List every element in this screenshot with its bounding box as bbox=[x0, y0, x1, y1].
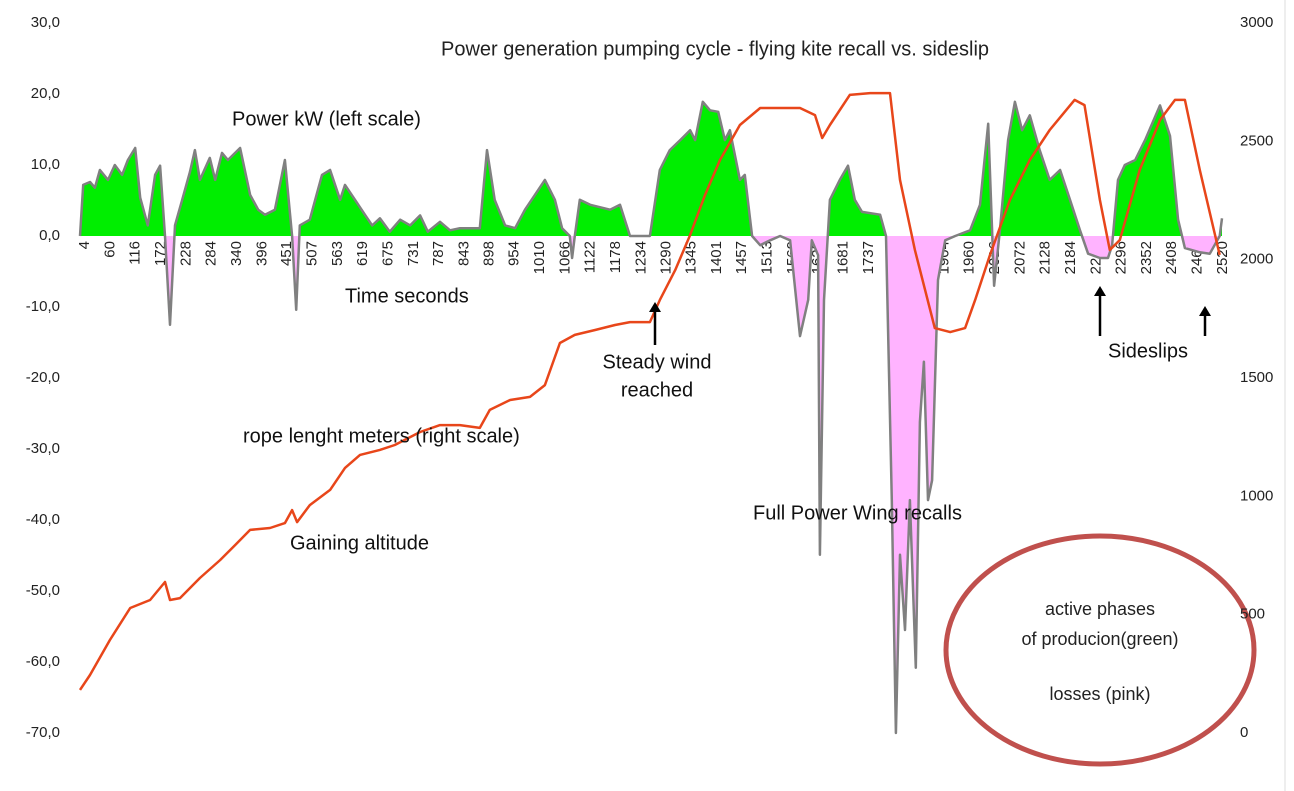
x-tick-label: 2296 bbox=[1113, 241, 1130, 274]
x-tick-label: 2072 bbox=[1011, 241, 1028, 274]
x-tick-label: 60 bbox=[101, 241, 118, 258]
x-tick-label: 2352 bbox=[1138, 241, 1155, 274]
x-tick-label: 1234 bbox=[632, 241, 649, 274]
x-tick-label: 1457 bbox=[733, 241, 750, 274]
arrow-head bbox=[649, 302, 661, 312]
y2-tick-label: 2500 bbox=[1240, 132, 1273, 149]
x-tick-label: 619 bbox=[354, 241, 371, 266]
x-tick-label: 1122 bbox=[582, 241, 599, 273]
y2-tick-label: 2000 bbox=[1240, 251, 1273, 268]
annotation: rope lenght meters (right scale) bbox=[243, 425, 520, 447]
x-tick-label: 1401 bbox=[708, 241, 725, 274]
series-line bbox=[78, 100, 1224, 735]
x-tick-label: 954 bbox=[506, 241, 523, 266]
x-tick-label: 1066 bbox=[556, 241, 573, 274]
y-tick-label: -50,0 bbox=[26, 582, 60, 599]
y-tick-label: -70,0 bbox=[26, 724, 60, 741]
x-tick-label: 2408 bbox=[1163, 241, 1180, 274]
annotation: Full Power Wing recalls bbox=[753, 502, 962, 524]
x-tick-label: 563 bbox=[329, 241, 346, 266]
x-tick-label: 116 bbox=[127, 241, 144, 265]
y-tick-label: 30,0 bbox=[31, 14, 60, 31]
x-tick-label: 1960 bbox=[961, 241, 978, 274]
x-tick-label: 675 bbox=[379, 241, 396, 266]
x-tick-label: 1513 bbox=[758, 241, 775, 274]
chart-title: Power generation pumping cycle - flying … bbox=[441, 38, 989, 60]
highlight-circle bbox=[943, 533, 1257, 767]
arrow-head bbox=[1199, 306, 1211, 316]
y-tick-label: -20,0 bbox=[26, 369, 60, 386]
annotation: reached bbox=[621, 379, 693, 401]
y-tick-label: 0,0 bbox=[39, 227, 60, 244]
annotation: of producion(green) bbox=[1021, 629, 1178, 649]
annotation: active phases bbox=[1045, 599, 1155, 619]
y-tick-label: -10,0 bbox=[26, 298, 60, 315]
x-tick-label: 1345 bbox=[682, 241, 699, 274]
annotation: Steady wind bbox=[603, 351, 712, 373]
x-tick-label: 843 bbox=[455, 241, 472, 266]
x-tick-label: 507 bbox=[303, 241, 320, 266]
x-tick-label: 2128 bbox=[1037, 241, 1054, 274]
y2-tick-label: 500 bbox=[1240, 606, 1265, 623]
x-tick-label: 898 bbox=[480, 241, 497, 266]
annotation: Gaining altitude bbox=[290, 532, 429, 554]
y-tick-label: -40,0 bbox=[26, 511, 60, 528]
y2-tick-label: 3000 bbox=[1240, 14, 1273, 31]
arrow-head bbox=[1094, 286, 1106, 296]
x-tick-label: 284 bbox=[203, 241, 220, 266]
y2-tick-label: 1000 bbox=[1240, 487, 1273, 504]
annotation: Power kW (left scale) bbox=[232, 108, 421, 130]
y-tick-label: 20,0 bbox=[31, 85, 60, 102]
x-tick-label: 340 bbox=[228, 241, 245, 266]
x-tick-label: 451 bbox=[278, 241, 295, 266]
y-tick-label: 10,0 bbox=[31, 156, 60, 173]
x-tick-label: 1010 bbox=[531, 241, 548, 274]
x-tick-label: 787 bbox=[430, 241, 447, 266]
annotation: Sideslips bbox=[1108, 340, 1188, 362]
y-tick-label: -60,0 bbox=[26, 653, 60, 670]
x-tick-label: 1737 bbox=[860, 241, 877, 274]
x-tick-label: 1290 bbox=[658, 241, 675, 274]
positive-area bbox=[80, 101, 1222, 236]
x-tick-label: 228 bbox=[177, 241, 194, 266]
y-tick-label: -30,0 bbox=[26, 440, 60, 457]
x-tick-label: 1681 bbox=[834, 241, 851, 274]
x-tick-label: 1178 bbox=[607, 241, 624, 273]
x-tick-label: 731 bbox=[405, 241, 422, 266]
x-tick-label: 4 bbox=[76, 241, 93, 249]
x-tick-label: 2184 bbox=[1062, 241, 1079, 274]
y2-tick-label: 0 bbox=[1240, 724, 1248, 741]
x-tick-label: 396 bbox=[253, 241, 270, 266]
y2-tick-label: 1500 bbox=[1240, 369, 1273, 386]
series-line bbox=[78, 91, 1221, 691]
annotation: losses (pink) bbox=[1049, 684, 1150, 704]
annotation: Time seconds bbox=[345, 285, 469, 307]
